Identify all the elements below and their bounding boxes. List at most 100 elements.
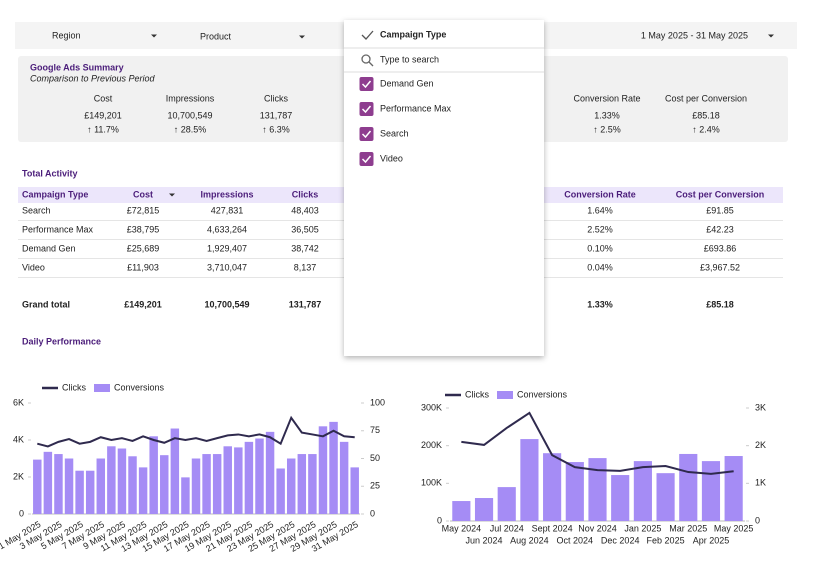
checkbox[interactable] — [359, 127, 374, 141]
table-cell: Search — [22, 205, 51, 215]
x-tick-label: Nov 2024 — [578, 523, 617, 533]
table-cell: 0.10% — [587, 243, 613, 253]
line — [37, 415, 355, 448]
x-tick-label: Jan 2025 — [624, 523, 661, 533]
y-tick-label: 4K — [13, 434, 24, 444]
bar — [54, 454, 63, 514]
bar — [452, 501, 471, 521]
bar — [520, 439, 539, 521]
bar — [117, 448, 127, 514]
bar — [160, 455, 169, 514]
x-tick-label: May 2024 — [442, 523, 482, 533]
bar — [318, 426, 328, 514]
metric-label: Impressions — [166, 93, 215, 103]
caret-icon — [151, 34, 157, 38]
checkbox[interactable] — [359, 77, 374, 91]
option-label[interactable]: Demand Gen — [380, 78, 434, 88]
bar — [33, 459, 42, 514]
table-cell: £11,903 — [127, 262, 159, 272]
x-tick-label: Aug 2024 — [510, 535, 549, 545]
metric-value: £149,201 — [84, 110, 122, 120]
legend-label: Conversions — [517, 389, 568, 399]
y-tick-label: 0 — [19, 508, 24, 518]
bar — [265, 431, 275, 514]
search-icon — [368, 61, 374, 67]
option-label[interactable]: Performance Max — [380, 103, 452, 113]
checkbox[interactable] — [359, 152, 374, 166]
y-tick-label: 6K — [13, 397, 24, 407]
bar — [679, 453, 698, 521]
table-cell: £91.85 — [706, 205, 734, 215]
bar — [75, 470, 84, 514]
y2-tick-label: 0 — [755, 515, 760, 525]
total-cell: Grand total — [22, 299, 70, 309]
y2-tick-label: 25 — [370, 481, 380, 491]
option-label[interactable]: Video — [380, 153, 403, 163]
product-filter[interactable]: Product — [200, 31, 232, 41]
metric-change: ↑ 2.4% — [692, 124, 720, 134]
dropdown[interactable]: Campaign Type Type to search Demand Gen Per… — [344, 20, 544, 356]
y-tick-label: 300K — [421, 402, 442, 412]
table-header: Impressions — [200, 189, 253, 199]
bar — [212, 454, 222, 514]
bar — [497, 487, 516, 521]
checkbox-tick — [361, 130, 372, 139]
metric-change: ↑ 11.7% — [87, 124, 119, 134]
metric-value: 131,787 — [260, 110, 293, 120]
summary-subtitle: Comparison to Previous Period — [30, 73, 156, 83]
total-cell: 1.33% — [587, 299, 613, 309]
metric-value: 10,700,549 — [167, 110, 212, 120]
x-tick-label: Sept 2024 — [532, 523, 573, 533]
table-cell: 427,831 — [211, 205, 244, 215]
table-cell: £38,795 — [127, 224, 160, 234]
section-title: Daily Performance — [22, 336, 101, 346]
bar — [276, 468, 285, 514]
bar — [64, 458, 74, 514]
x-tick-label: Dec 2024 — [601, 535, 640, 545]
bar — [474, 498, 494, 521]
bar — [149, 436, 158, 514]
region-filter[interactable]: Region — [52, 30, 81, 40]
checkbox[interactable] — [359, 102, 374, 116]
table-cell: £25,689 — [127, 243, 160, 253]
y2-tick-label: 75 — [370, 425, 380, 435]
bar — [202, 454, 211, 514]
y-tick-label: 200K — [421, 440, 442, 450]
table-cell: £3,967.52 — [700, 262, 740, 272]
table-cell: 0.04% — [587, 262, 613, 272]
bar — [96, 458, 106, 514]
legend-label: Clicks — [465, 389, 489, 399]
x-tick-label: Feb 2025 — [647, 535, 685, 545]
date-range[interactable]: 1 May 2025 - 31 May 2025 — [641, 30, 748, 40]
caret-icon — [169, 193, 175, 197]
bar — [297, 454, 307, 514]
table-cell: 3,710,047 — [207, 262, 247, 272]
bar — [181, 477, 190, 514]
table-cell: 36,505 — [291, 224, 319, 234]
legend-swatch — [94, 384, 110, 392]
x-tick-label: Jun 2024 — [466, 535, 503, 545]
x-tick-label: Jul 2024 — [490, 523, 524, 533]
metric-change: ↑ 28.5% — [174, 124, 207, 134]
total-cell: 10,700,549 — [204, 299, 249, 309]
bar — [85, 470, 95, 514]
bar — [255, 438, 264, 514]
bar — [308, 454, 317, 514]
bar — [286, 458, 296, 514]
y2-tick-label: 0 — [370, 508, 375, 518]
option-label[interactable]: Search — [380, 128, 409, 138]
search-input[interactable]: Type to search — [380, 54, 439, 64]
bar — [339, 441, 349, 514]
table-header: Clicks — [292, 189, 319, 199]
checkbox-tick — [361, 80, 372, 89]
search-icon — [361, 54, 371, 64]
table-cell: £693.86 — [704, 243, 737, 253]
table-cell: 38,742 — [291, 243, 319, 253]
y-tick-label: 0 — [437, 515, 442, 525]
total-cell: £85.18 — [706, 299, 734, 309]
table-cell: 2.52% — [587, 224, 613, 234]
bar — [565, 462, 584, 521]
caret-icon — [768, 34, 774, 38]
table-cell: 4,633,264 — [207, 224, 247, 234]
table-cell: £42.23 — [706, 224, 734, 234]
